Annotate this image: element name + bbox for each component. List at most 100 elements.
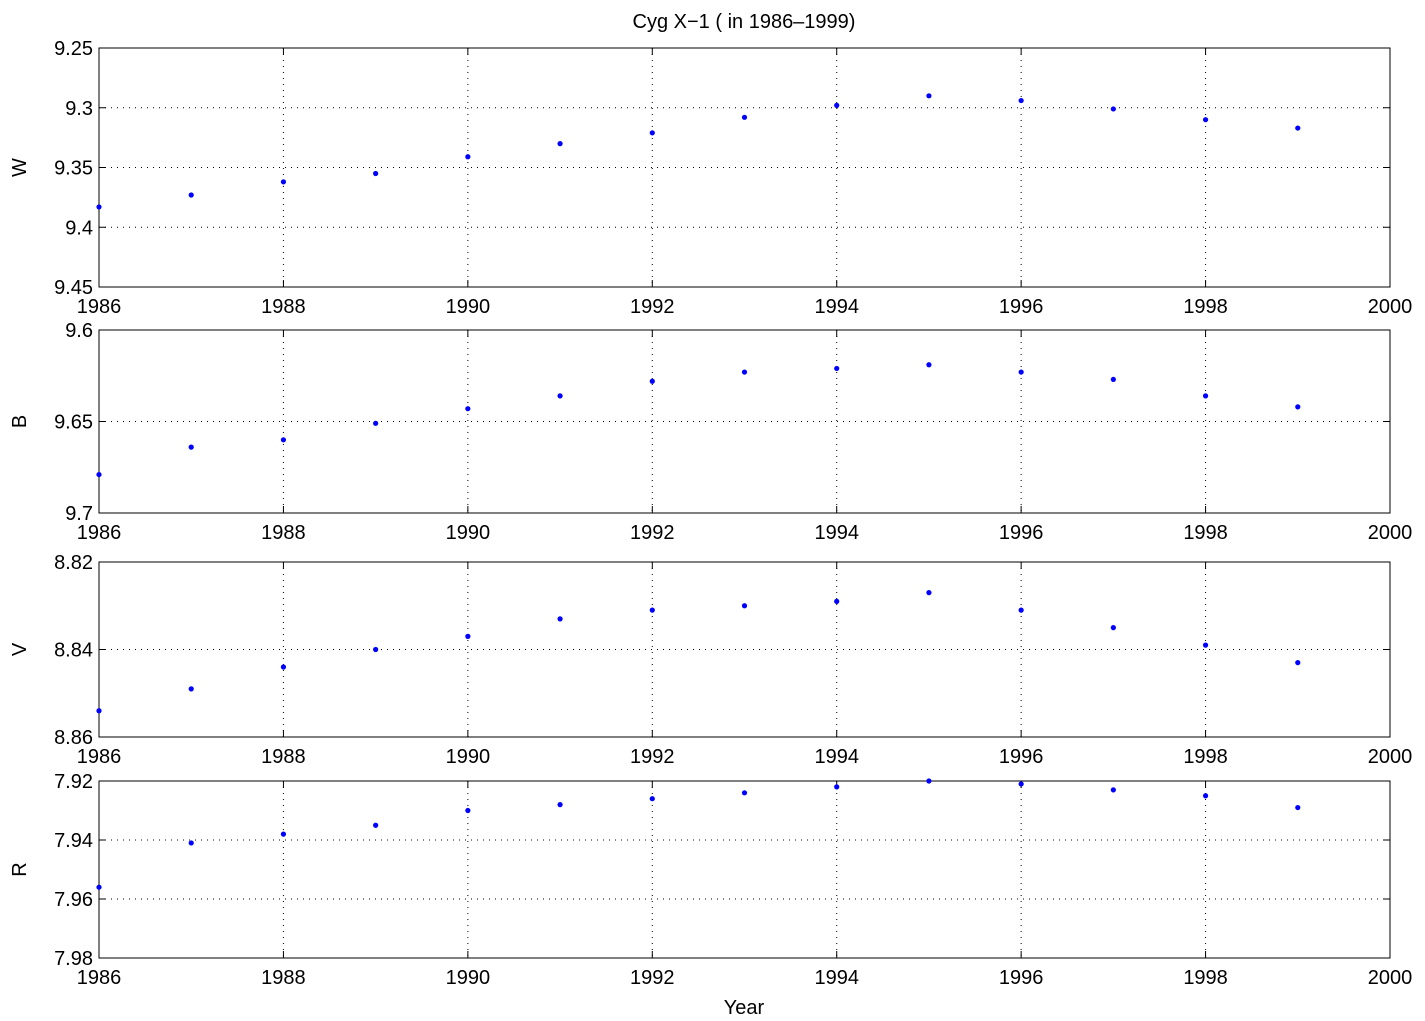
- data-point: [1202, 642, 1209, 648]
- x-tick-label: 1986: [77, 296, 122, 318]
- y-tick-label: 9.4: [65, 217, 93, 239]
- data-point: [557, 616, 563, 622]
- data-point: [1295, 660, 1301, 666]
- y-tick-label: 7.98: [54, 948, 93, 970]
- x-tick-label: 1994: [814, 746, 859, 768]
- data-point: [96, 471, 102, 478]
- x-tick-label: 1996: [999, 296, 1044, 318]
- data-point: [465, 154, 471, 160]
- y-tick-label: 9.7: [65, 503, 93, 525]
- data-point: [557, 393, 563, 399]
- y-tick-label: 8.86: [54, 727, 93, 749]
- axes-frame: [98, 780, 1391, 959]
- data-point: [1018, 607, 1024, 613]
- x-tick-label: 1994: [814, 522, 859, 544]
- data-point: [373, 822, 379, 828]
- x-tick-label: 1996: [999, 967, 1044, 989]
- data-point: [741, 369, 748, 375]
- data-point: [1018, 97, 1024, 104]
- y-tick-label: 9.25: [54, 38, 93, 60]
- x-tick-label: 2000: [1368, 296, 1413, 318]
- data-point: [834, 784, 840, 790]
- x-tick-label: 2000: [1368, 967, 1413, 989]
- data-point: [280, 664, 287, 670]
- y-tick-label: 9.65: [54, 412, 93, 434]
- x-tick-label: 1992: [630, 746, 675, 768]
- subplots: 1986 1988 1990 1992 1994 1996 1998 2000 9.25 9.3 9…: [9, 38, 1412, 989]
- x-tick-label: 1990: [446, 522, 491, 544]
- y-tick-label: 7.96: [54, 889, 93, 911]
- data-point: [741, 790, 748, 796]
- x-tick-label: 1988: [261, 296, 306, 318]
- data-point: [280, 831, 287, 837]
- data-point: [373, 420, 379, 426]
- axes-frame: [98, 329, 1391, 514]
- y-tick-label: 9.6: [65, 320, 93, 342]
- x-tick-label: 1986: [77, 746, 122, 768]
- x-tick-label: 1988: [261, 522, 306, 544]
- data-point: [465, 406, 471, 412]
- x-tick-label: 1994: [814, 296, 859, 318]
- x-tick-label: 1988: [261, 746, 306, 768]
- data-point: [1295, 125, 1301, 131]
- x-tick-label: 1990: [446, 746, 491, 768]
- x-tick-label: 2000: [1368, 522, 1413, 544]
- y-tick-label: 8.82: [54, 552, 93, 574]
- y-tick-label: 7.92: [54, 771, 93, 793]
- x-tick-label: 1992: [630, 296, 675, 318]
- y-axis-label: R: [9, 862, 31, 876]
- data-point: [1295, 804, 1301, 811]
- axes-frame: [98, 47, 1391, 288]
- subplot-r: 1986 1988 1990 1992 1994 1996 1998 2000 7.92 7.94…: [9, 771, 1412, 989]
- x-tick-label: 1992: [630, 522, 675, 544]
- y-tick-label: 8.84: [54, 640, 93, 662]
- data-point: [741, 114, 748, 120]
- data-point: [1110, 625, 1116, 631]
- data-point: [465, 633, 471, 639]
- x-tick-label: 1990: [446, 967, 491, 989]
- data-point: [465, 807, 471, 814]
- data-point: [188, 686, 194, 692]
- y-axis-label: W: [9, 158, 31, 177]
- y-tick-label: 9.35: [54, 158, 93, 180]
- data-point: [373, 646, 379, 653]
- data-point: [834, 365, 840, 372]
- data-point: [741, 603, 748, 609]
- x-tick-label: 1992: [630, 967, 675, 989]
- y-tick-label: 7.94: [54, 830, 93, 852]
- data-point: [834, 102, 840, 108]
- data-point: [1110, 787, 1116, 793]
- data-point: [1018, 781, 1024, 787]
- data-point: [96, 708, 102, 714]
- data-point: [188, 840, 194, 846]
- data-point: [373, 170, 379, 177]
- x-tick-label: 1996: [999, 746, 1044, 768]
- data-point: [188, 192, 194, 198]
- data-point: [280, 437, 287, 443]
- data-point: [557, 802, 563, 808]
- data-point: [1202, 117, 1209, 123]
- x-tick-label: 1998: [1183, 967, 1228, 989]
- data-point: [926, 778, 932, 784]
- data-point: [280, 179, 287, 185]
- y-tick-label: 9.45: [54, 277, 93, 299]
- x-tick-label: 2000: [1368, 746, 1413, 768]
- x-tick-label: 1986: [77, 967, 122, 989]
- x-axis-label: Year: [724, 997, 765, 1019]
- data-point: [1202, 393, 1209, 399]
- subplot-b: 1986 1988 1990 1992 1994 1996 1998 2000 9.6 9.65 9…: [9, 320, 1412, 544]
- x-tick-label: 1994: [814, 967, 859, 989]
- x-tick-label: 1986: [77, 522, 122, 544]
- data-point: [926, 590, 932, 596]
- data-point: [649, 130, 655, 136]
- data-point: [1202, 793, 1209, 799]
- data-point: [1018, 369, 1024, 375]
- data-point: [557, 141, 563, 147]
- x-tick-label: 1998: [1183, 522, 1228, 544]
- x-tick-label: 1998: [1183, 296, 1228, 318]
- data-point: [96, 204, 102, 210]
- x-tick-label: 1988: [261, 967, 306, 989]
- subplot-v: 1986 1988 1990 1992 1994 1996 1998 2000 8.82 8.84…: [9, 552, 1412, 768]
- data-point: [926, 362, 932, 368]
